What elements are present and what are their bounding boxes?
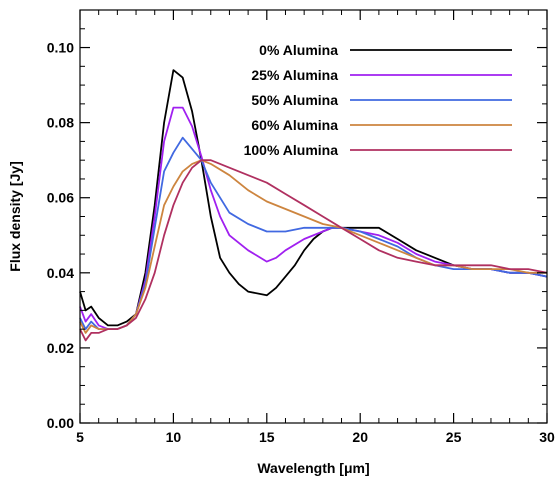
y-tick-label: 0.06: [47, 190, 74, 206]
legend-label-2: 50% Alumina: [251, 92, 338, 108]
y-axis-title: Flux density [Jy]: [7, 161, 23, 271]
y-tick-label: 0.08: [47, 115, 74, 131]
ticks: [79, 9, 548, 424]
x-tick-label: 15: [259, 429, 275, 445]
x-tick-label: 25: [446, 429, 462, 445]
series-line-1: [79, 106, 548, 331]
series-line-0: [79, 69, 548, 327]
legend-label-3: 60% Alumina: [251, 117, 338, 133]
plot-lines: [79, 69, 548, 342]
legend-label-4: 100% Alumina: [244, 142, 339, 158]
x-axis-title: Wavelength [μm]: [257, 460, 369, 476]
x-tick-label: 10: [166, 429, 182, 445]
tick-labels: 5 10 15 20 25 30 0.00 0.02 0.04 0.06 0.08 0.10: [47, 40, 555, 445]
series-line-4: [79, 159, 548, 342]
y-tick-label: 0.04: [47, 265, 74, 281]
x-tick-label: 20: [352, 429, 368, 445]
x-tick-label: 30: [539, 429, 555, 445]
y-tick-label: 0.00: [47, 415, 74, 431]
legend: 0% Alumina 25% Alumina 50% Alumina 60% Alum…: [244, 42, 512, 158]
y-tick-label: 0.10: [47, 40, 74, 56]
legend-label-0: 0% Alumina: [259, 42, 338, 58]
legend-label-1: 25% Alumina: [251, 67, 338, 83]
x-tick-label: 5: [76, 429, 84, 445]
y-tick-label: 0.02: [47, 340, 74, 356]
